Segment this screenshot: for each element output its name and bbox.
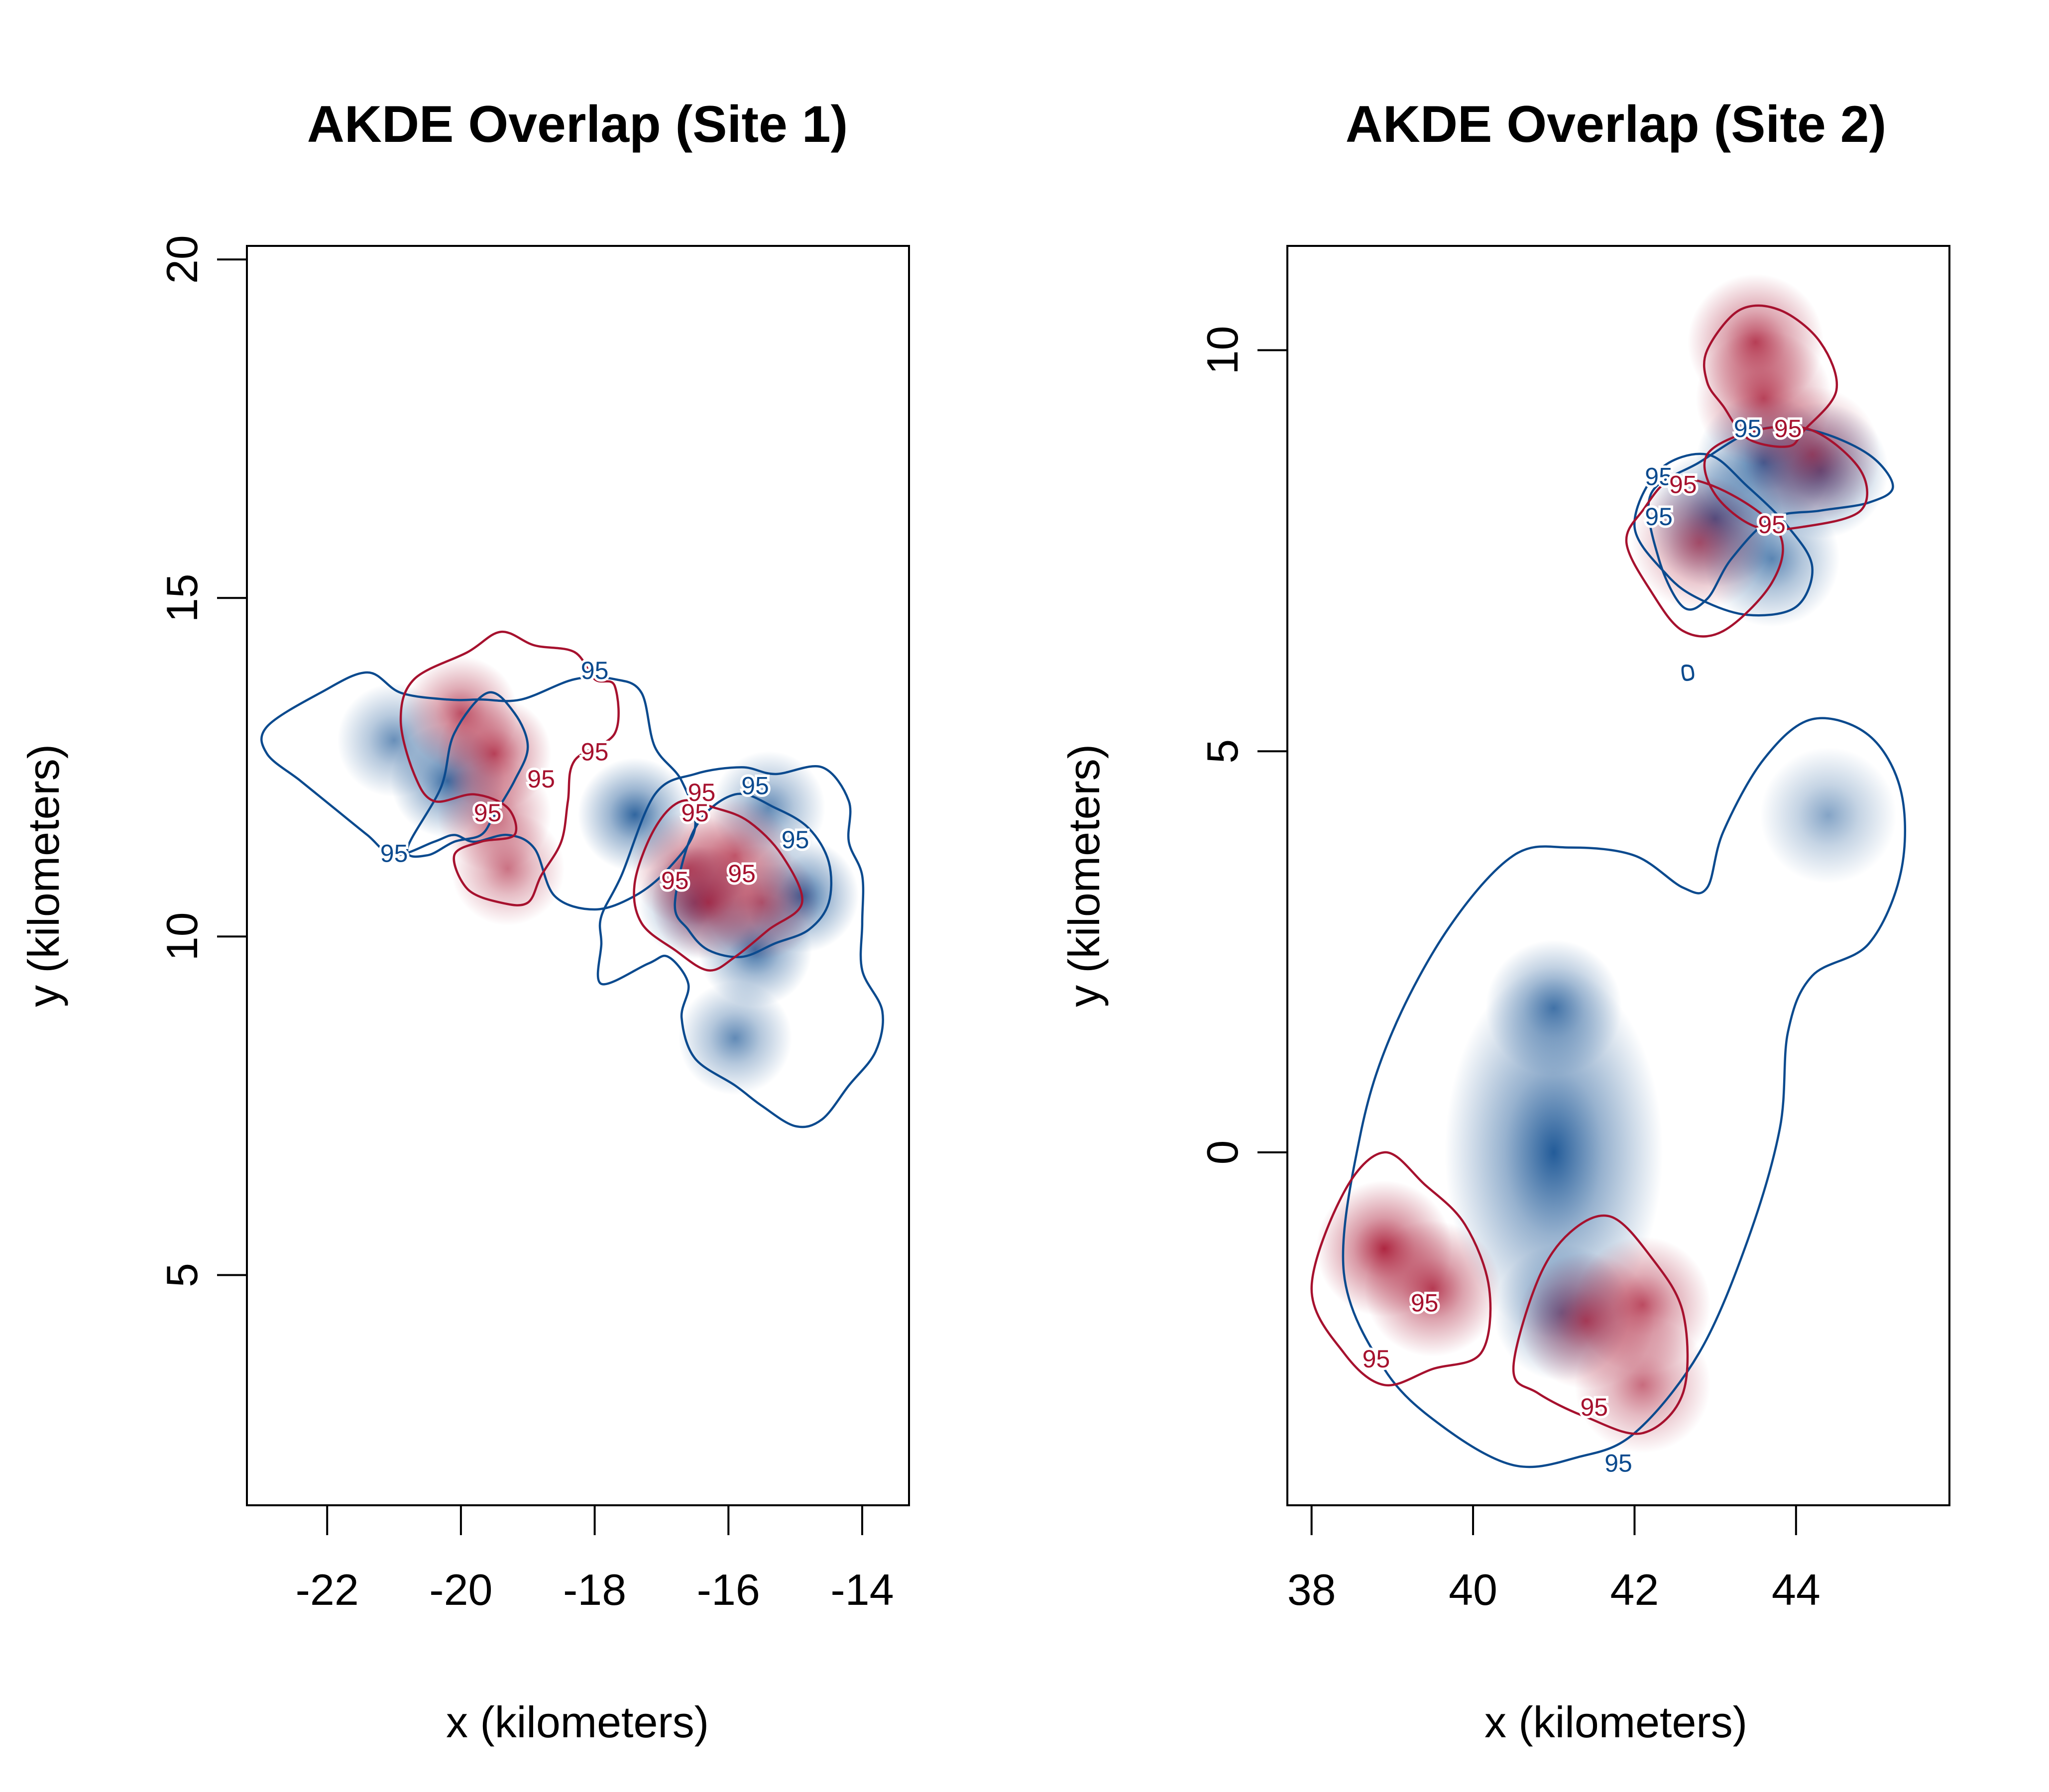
- chart-panel-site-2: AKDE Overlap (Site 2) x (kilometers) y (…: [1059, 96, 1950, 1747]
- density-layer: [1316, 274, 1897, 1454]
- contour-line: [596, 765, 884, 1128]
- contour-label: 95: [474, 799, 502, 827]
- contour-label: 95: [581, 657, 609, 684]
- contour-line: [406, 691, 529, 858]
- contour-label: 95: [688, 779, 716, 806]
- x-tick-label: -14: [830, 1565, 894, 1614]
- contour-layer: [1310, 304, 1907, 1468]
- contour-label: 95: [782, 826, 809, 854]
- density-peak: [1744, 386, 1881, 523]
- contour-label: 95: [1734, 415, 1762, 443]
- x-axis: -22 -20 -18 -16 -14: [296, 1505, 894, 1614]
- contour-line: [1681, 664, 1695, 681]
- contour-label: 95: [380, 839, 408, 867]
- density-peak: [1365, 1221, 1501, 1357]
- y-axis: 5 10 15 20: [157, 235, 247, 1287]
- contour-label: 95: [681, 799, 709, 827]
- contour-label: 95: [1604, 1450, 1632, 1477]
- contour-label: 95: [1758, 511, 1786, 539]
- x-tick-label: 44: [1772, 1565, 1821, 1614]
- y-axis-label: y (kilometers): [19, 744, 68, 1007]
- y-tick-label: 0: [1198, 1140, 1247, 1164]
- y-axis: 0 5 10: [1198, 326, 1287, 1164]
- contour-label: 95: [728, 860, 756, 888]
- y-tick-label: 5: [157, 1263, 207, 1287]
- y-tick-label: 15: [157, 573, 207, 622]
- contour-line: [633, 799, 803, 972]
- density-peak: [705, 846, 819, 960]
- contour-label: 95: [661, 867, 689, 895]
- y-axis-label: y (kilometers): [1059, 744, 1109, 1007]
- y-tick-label: 5: [1198, 739, 1247, 764]
- x-axis-label: x (kilometers): [446, 1697, 709, 1747]
- y-tick-label: 10: [1198, 326, 1247, 375]
- y-tick-label: 10: [157, 912, 207, 961]
- contour-line: [674, 792, 833, 958]
- x-axis: 38 40 42 44: [1287, 1505, 1821, 1614]
- contour-line: [399, 631, 620, 906]
- chart-title: AKDE Overlap (Site 1): [307, 96, 848, 153]
- contour-label: 95: [1363, 1345, 1390, 1373]
- contour-label: 95: [1411, 1289, 1439, 1317]
- contour-line: [1512, 1214, 1689, 1435]
- contour-line: [1633, 452, 1814, 617]
- plot-frame: [246, 245, 910, 1506]
- x-tick-label: -18: [563, 1565, 626, 1614]
- x-tick-label: 38: [1287, 1565, 1336, 1614]
- x-tick-label: -16: [697, 1565, 760, 1614]
- contour-line: [1703, 425, 1869, 531]
- plot-frame: [1286, 245, 1950, 1506]
- contour-line: [1625, 477, 1784, 638]
- x-tick-label: -22: [296, 1565, 359, 1614]
- contour-label: 95: [1774, 415, 1802, 443]
- chart-panel-site-1: AKDE Overlap (Site 1) x (kilometers) y (…: [19, 96, 910, 1747]
- x-tick-label: 42: [1610, 1565, 1659, 1614]
- contour-layer: [260, 631, 884, 1128]
- contour-label: 95: [1645, 503, 1673, 531]
- density-peak: [1760, 747, 1897, 884]
- contour-line: [1342, 717, 1907, 1468]
- chart-title: AKDE Overlap (Site 2): [1346, 96, 1887, 153]
- density-peak: [1445, 967, 1663, 1338]
- density-peak: [451, 812, 565, 926]
- x-tick-label: 40: [1449, 1565, 1497, 1614]
- density-peak: [678, 981, 792, 1095]
- contour-label: 95: [527, 765, 555, 793]
- contour-label: 95: [741, 772, 769, 799]
- contour-line: [1703, 304, 1838, 448]
- x-axis-label: x (kilometers): [1484, 1697, 1747, 1747]
- contour-label: 95: [581, 738, 609, 766]
- x-tick-label: -20: [429, 1565, 492, 1614]
- contour-label: 95: [1669, 471, 1697, 499]
- contour-label: 95: [1645, 463, 1673, 491]
- density-peak: [1574, 1317, 1711, 1454]
- contour-line: [1310, 1151, 1492, 1387]
- density-peak: [1485, 940, 1622, 1076]
- y-tick-label: 20: [157, 235, 207, 284]
- contour-label: 95: [1580, 1393, 1608, 1421]
- contour-line: [260, 671, 697, 911]
- density-layer: [337, 656, 859, 1095]
